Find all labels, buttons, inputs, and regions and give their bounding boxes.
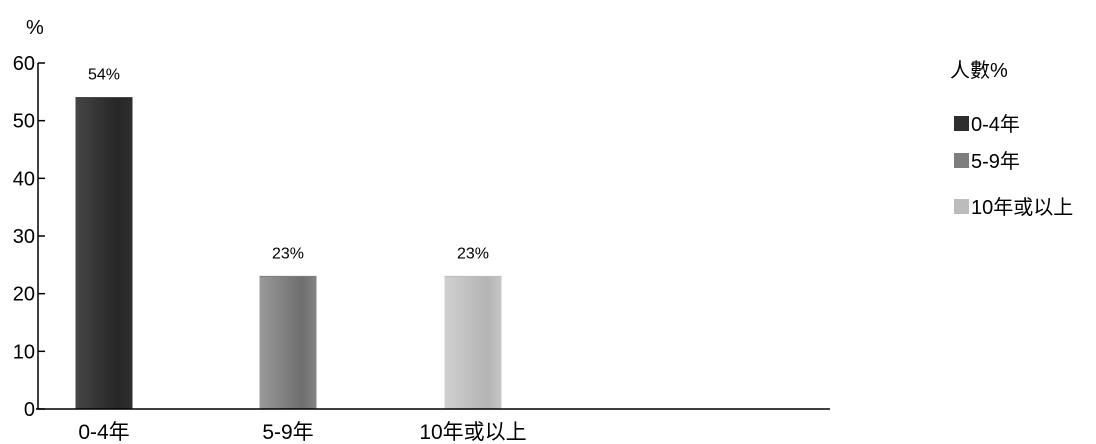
x-tick-label: 0-4年 bbox=[78, 421, 129, 444]
bar bbox=[445, 276, 502, 409]
y-tick-label: 30 bbox=[13, 226, 35, 248]
x-tick-label: 10年或以上 bbox=[419, 421, 526, 444]
legend-swatch bbox=[954, 153, 969, 168]
y-axis-unit-label: % bbox=[26, 17, 44, 39]
legend-label: 0-4年 bbox=[971, 113, 1020, 136]
y-tick-label: 50 bbox=[13, 111, 35, 133]
legend-label: 10年或以上 bbox=[971, 196, 1073, 219]
x-tick-label: 5-9年 bbox=[262, 421, 313, 444]
data-label: 23% bbox=[457, 245, 489, 262]
legend-swatch bbox=[954, 116, 969, 131]
y-tick-label: 20 bbox=[13, 284, 35, 306]
legend-title: 人數% bbox=[950, 59, 1008, 82]
legend-label: 5-9年 bbox=[971, 150, 1020, 173]
y-axis: 0 10 20 30 40 50 60 bbox=[13, 53, 45, 421]
y-tick-label: 0 bbox=[24, 399, 35, 421]
x-axis-labels: 0-4年 5-9年 10年或以上 bbox=[78, 421, 526, 444]
legend-item: 10年或以上 bbox=[954, 196, 1073, 219]
legend-item: 5-9年 bbox=[954, 150, 1020, 173]
y-tick-label: 10 bbox=[13, 341, 35, 363]
data-labels: 54% 23% 23% bbox=[88, 67, 489, 263]
legend-swatch bbox=[954, 199, 969, 214]
y-tick-label: 40 bbox=[13, 168, 35, 190]
legend: 人數% 0-4年 5-9年 10年或以上 bbox=[950, 59, 1073, 219]
data-label: 54% bbox=[88, 67, 120, 84]
bar bbox=[260, 276, 317, 409]
data-label: 23% bbox=[272, 245, 304, 262]
y-tick-label: 60 bbox=[13, 53, 35, 75]
legend-item: 0-4年 bbox=[954, 113, 1020, 136]
bar bbox=[76, 98, 133, 409]
